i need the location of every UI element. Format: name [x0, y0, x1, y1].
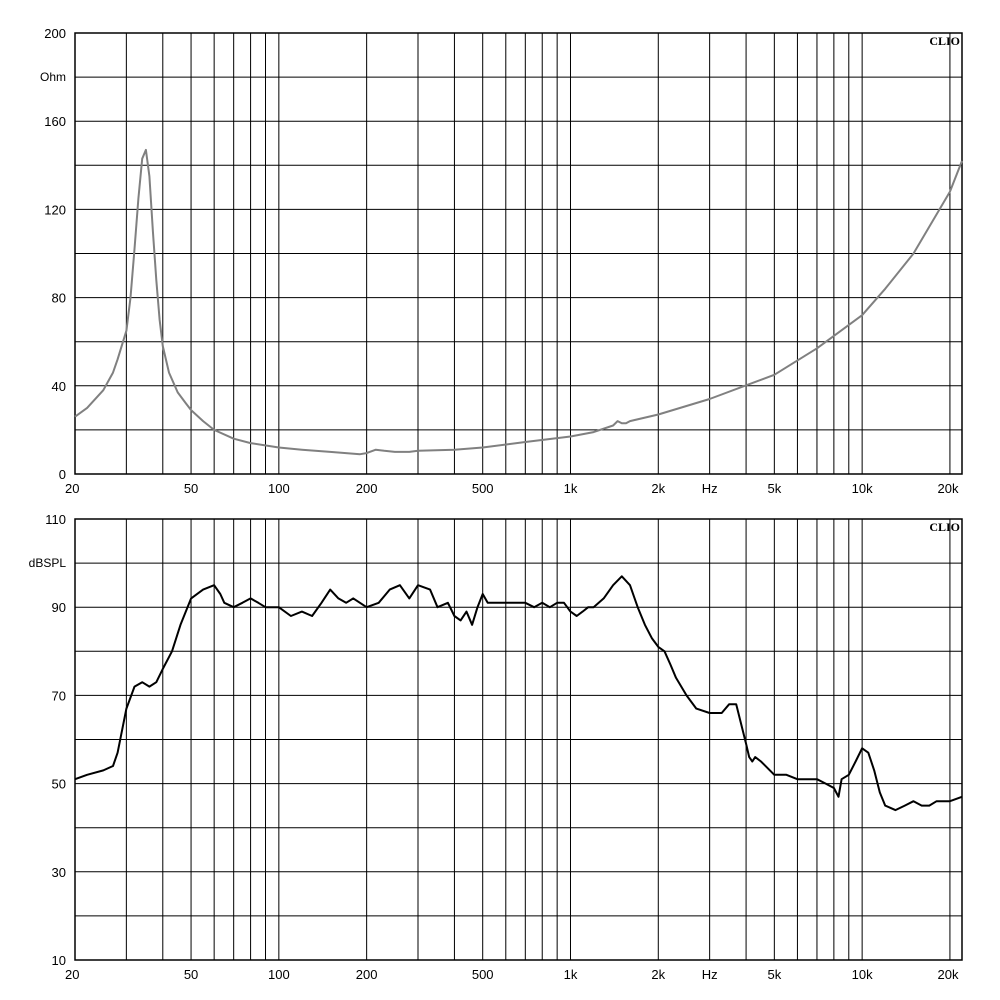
x-unit-label: Hz	[702, 967, 718, 982]
y-tick-label: 70	[52, 688, 66, 703]
impedance-chart: 0 40 80 120 160 200 Ohm 20 50 100 200 500 1k 2k 5k 10k 2…	[40, 26, 963, 496]
y-tick-label: 120	[44, 202, 66, 217]
y-tick-label: 110	[45, 512, 66, 527]
x-tick-label: 500	[472, 967, 494, 982]
x-tick-label: 50	[184, 967, 198, 982]
x-tick-label: 5k	[767, 481, 781, 496]
x-tick-label: 1k	[564, 967, 578, 982]
y-tick-label: 0	[59, 467, 66, 482]
y-tick-label: 200	[44, 26, 66, 41]
spl-chart: 10 30 50 70 90 110 dBSPL 20 50 100 200 500 1k 2k 5k 10k…	[29, 512, 963, 982]
y-tick-label: 30	[52, 865, 66, 880]
plot-frame	[74, 518, 963, 961]
x-tick-label: 100	[268, 481, 290, 496]
x-tick-label: 200	[356, 967, 378, 982]
x-tick-label: 200	[356, 481, 378, 496]
x-tick-label: 20	[65, 481, 79, 496]
plot-frame	[74, 32, 963, 475]
x-tick-label: 5k	[767, 967, 781, 982]
x-unit-label: Hz	[702, 481, 718, 496]
x-tick-label: 20k	[938, 481, 959, 496]
y-tick-label: 40	[52, 379, 66, 394]
x-tick-label: 100	[268, 967, 290, 982]
x-tick-label: 20k	[938, 967, 959, 982]
y-tick-label: 90	[52, 600, 66, 615]
clio-brand-label: CLIO	[929, 520, 960, 534]
spl-series-line	[74, 575, 963, 812]
x-tick-label: 50	[184, 481, 198, 496]
x-tick-label: 2k	[651, 481, 665, 496]
y-tick-label: 80	[52, 291, 66, 306]
impedance-series-line	[74, 148, 963, 456]
x-tick-label: 1k	[564, 481, 578, 496]
y-unit-label: Ohm	[40, 70, 66, 84]
y-tick-label: 10	[52, 953, 66, 968]
x-tick-label: 10k	[852, 967, 873, 982]
x-tick-label: 20	[65, 967, 79, 982]
y-unit-label: dBSPL	[29, 556, 67, 570]
x-tick-label: 500	[472, 481, 494, 496]
x-tick-label: 10k	[852, 481, 873, 496]
x-tick-label: 2k	[651, 967, 665, 982]
clio-brand-label: CLIO	[929, 34, 960, 48]
y-tick-label: 50	[52, 777, 66, 792]
y-tick-label: 160	[44, 114, 66, 129]
